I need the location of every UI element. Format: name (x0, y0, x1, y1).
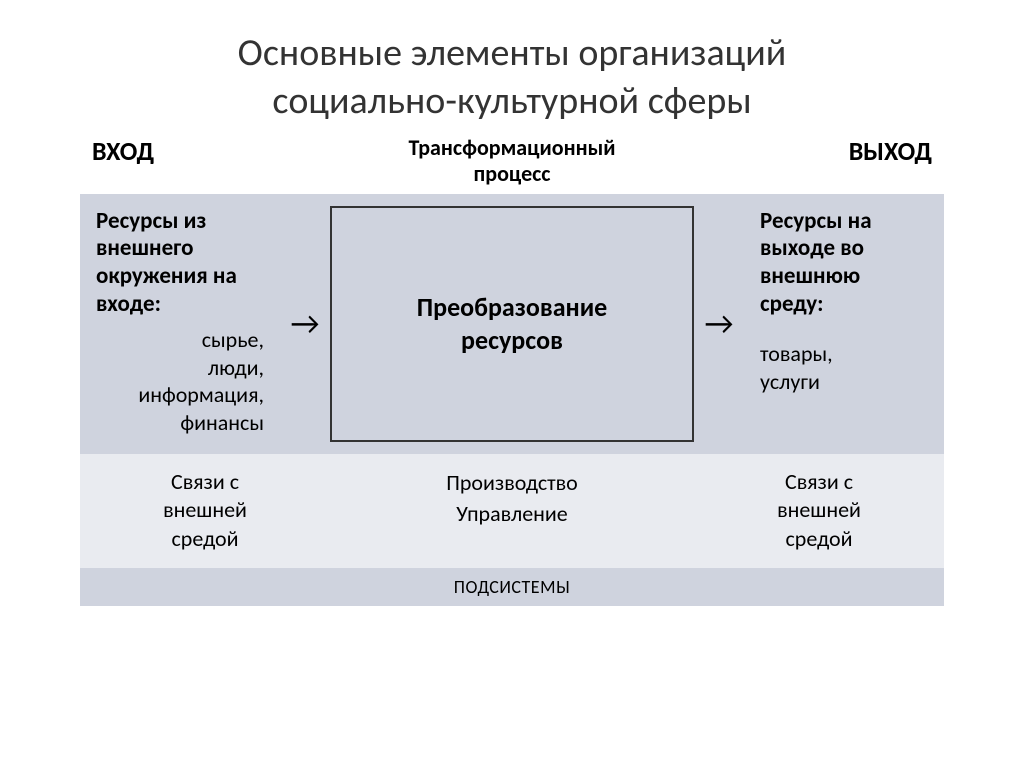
sub-center-line1: Производство (446, 469, 578, 496)
header-input: ВХОД (80, 135, 280, 167)
arrow-left: → (280, 194, 330, 454)
sub-right-line1: Связи с (785, 468, 853, 495)
transform-line1: Преобразование (417, 291, 608, 323)
subsystems-row: Связи с внешней средой Производство Упра… (80, 454, 944, 568)
header-center-line2: процесс (474, 160, 551, 187)
header-center-line1: Трансформационный (409, 134, 616, 161)
output-column: Ресурсы на выходе во внешнюю среду: това… (744, 194, 944, 454)
output-items: товары, услуги (760, 340, 928, 395)
transform-column: Преобразование ресурсов (330, 194, 694, 454)
sub-center-line2: Управление (456, 500, 568, 527)
arrow-icon: → (705, 304, 734, 343)
sub-right: Связи с внешней средой (694, 454, 944, 568)
transform-line2: ресурсов (461, 324, 563, 356)
title-line-1: Основные элементы организаций (238, 30, 787, 76)
main-flow-row: Ресурсы из внешнего окружения на входе: … (80, 194, 944, 454)
header-transform: Трансформационный процесс (280, 135, 744, 188)
header-output: ВЫХОД (744, 135, 944, 167)
diagram-title: Основные элементы организаций социально-… (80, 30, 944, 125)
sub-left-line3: средой (171, 525, 238, 552)
input-title: Ресурсы из внешнего окружения на входе: (96, 208, 264, 318)
arrow-icon: → (291, 304, 320, 343)
sub-center: Производство Управление (330, 454, 694, 568)
sub-left-line2: внешней (163, 496, 247, 523)
sub-left-line1: Связи с (171, 468, 239, 495)
footer-label: ПОДСИСТЕМЫ (80, 568, 944, 606)
arrow-right: → (694, 194, 744, 454)
sub-right-line2: внешней (777, 496, 861, 523)
input-items: сырье, люди, информация, финансы (96, 326, 264, 436)
output-title: Ресурсы на выходе во внешнюю среду: (760, 208, 928, 318)
sub-left: Связи с внешней средой (80, 454, 330, 568)
sub-right-line3: средой (785, 525, 852, 552)
column-headers: ВХОД Трансформационный процесс ВЫХОД (80, 135, 944, 188)
input-column: Ресурсы из внешнего окружения на входе: … (80, 194, 280, 454)
transform-box: Преобразование ресурсов (330, 206, 694, 442)
title-line-2: социально-культурной сферы (272, 78, 751, 124)
